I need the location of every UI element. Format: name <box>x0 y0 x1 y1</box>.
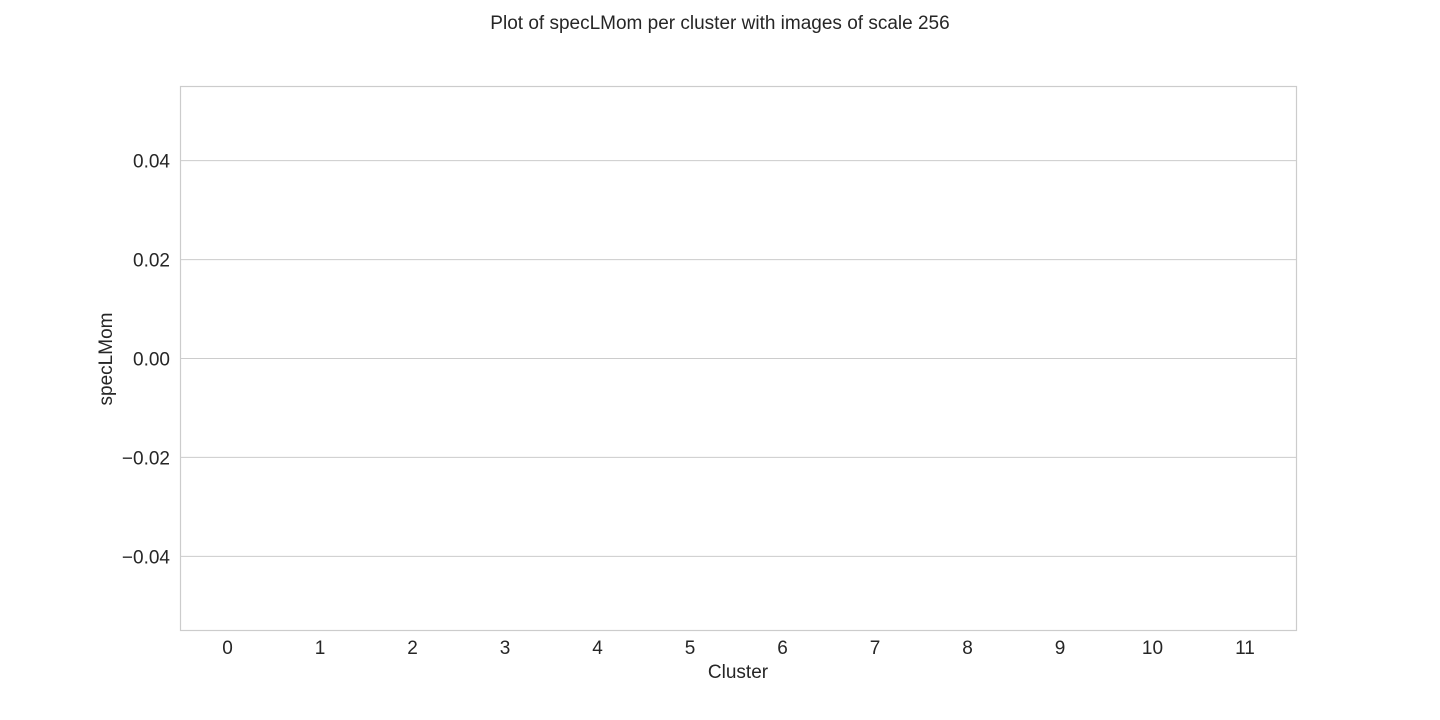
y-tick-labels: −0.04 −0.02 0.00 0.02 0.04 <box>122 152 171 569</box>
x-tick-label: 4 <box>592 638 603 659</box>
chart-title: Plot of specLMom per cluster with images… <box>490 13 949 34</box>
x-tick-label: 10 <box>1142 638 1163 659</box>
x-tick-label: 8 <box>962 638 973 659</box>
y-tick-label: 0.00 <box>133 350 170 371</box>
x-tick-label: 7 <box>870 638 881 659</box>
y-tick-label: −0.04 <box>122 547 171 568</box>
plot-area-frame <box>179 85 1298 632</box>
x-tick-labels: 0 1 2 3 4 5 6 7 8 9 10 11 <box>222 638 1255 659</box>
x-tick-label: 6 <box>777 638 788 659</box>
x-tick-label: 3 <box>500 638 511 659</box>
x-axis-label: Cluster <box>708 662 769 683</box>
y-tick-label: 0.04 <box>133 152 170 173</box>
x-tick-label: 1 <box>315 638 326 659</box>
y-axis-label: specLMom <box>96 313 117 406</box>
x-tick-label: 11 <box>1235 638 1255 659</box>
x-tick-label: 9 <box>1055 638 1066 659</box>
x-tick-label: 2 <box>407 638 418 659</box>
y-tick-label: 0.02 <box>133 251 170 272</box>
gridlines <box>180 160 1297 557</box>
x-tick-label: 0 <box>222 638 233 659</box>
x-tick-label: 5 <box>685 638 696 659</box>
y-tick-label: −0.02 <box>122 448 170 469</box>
